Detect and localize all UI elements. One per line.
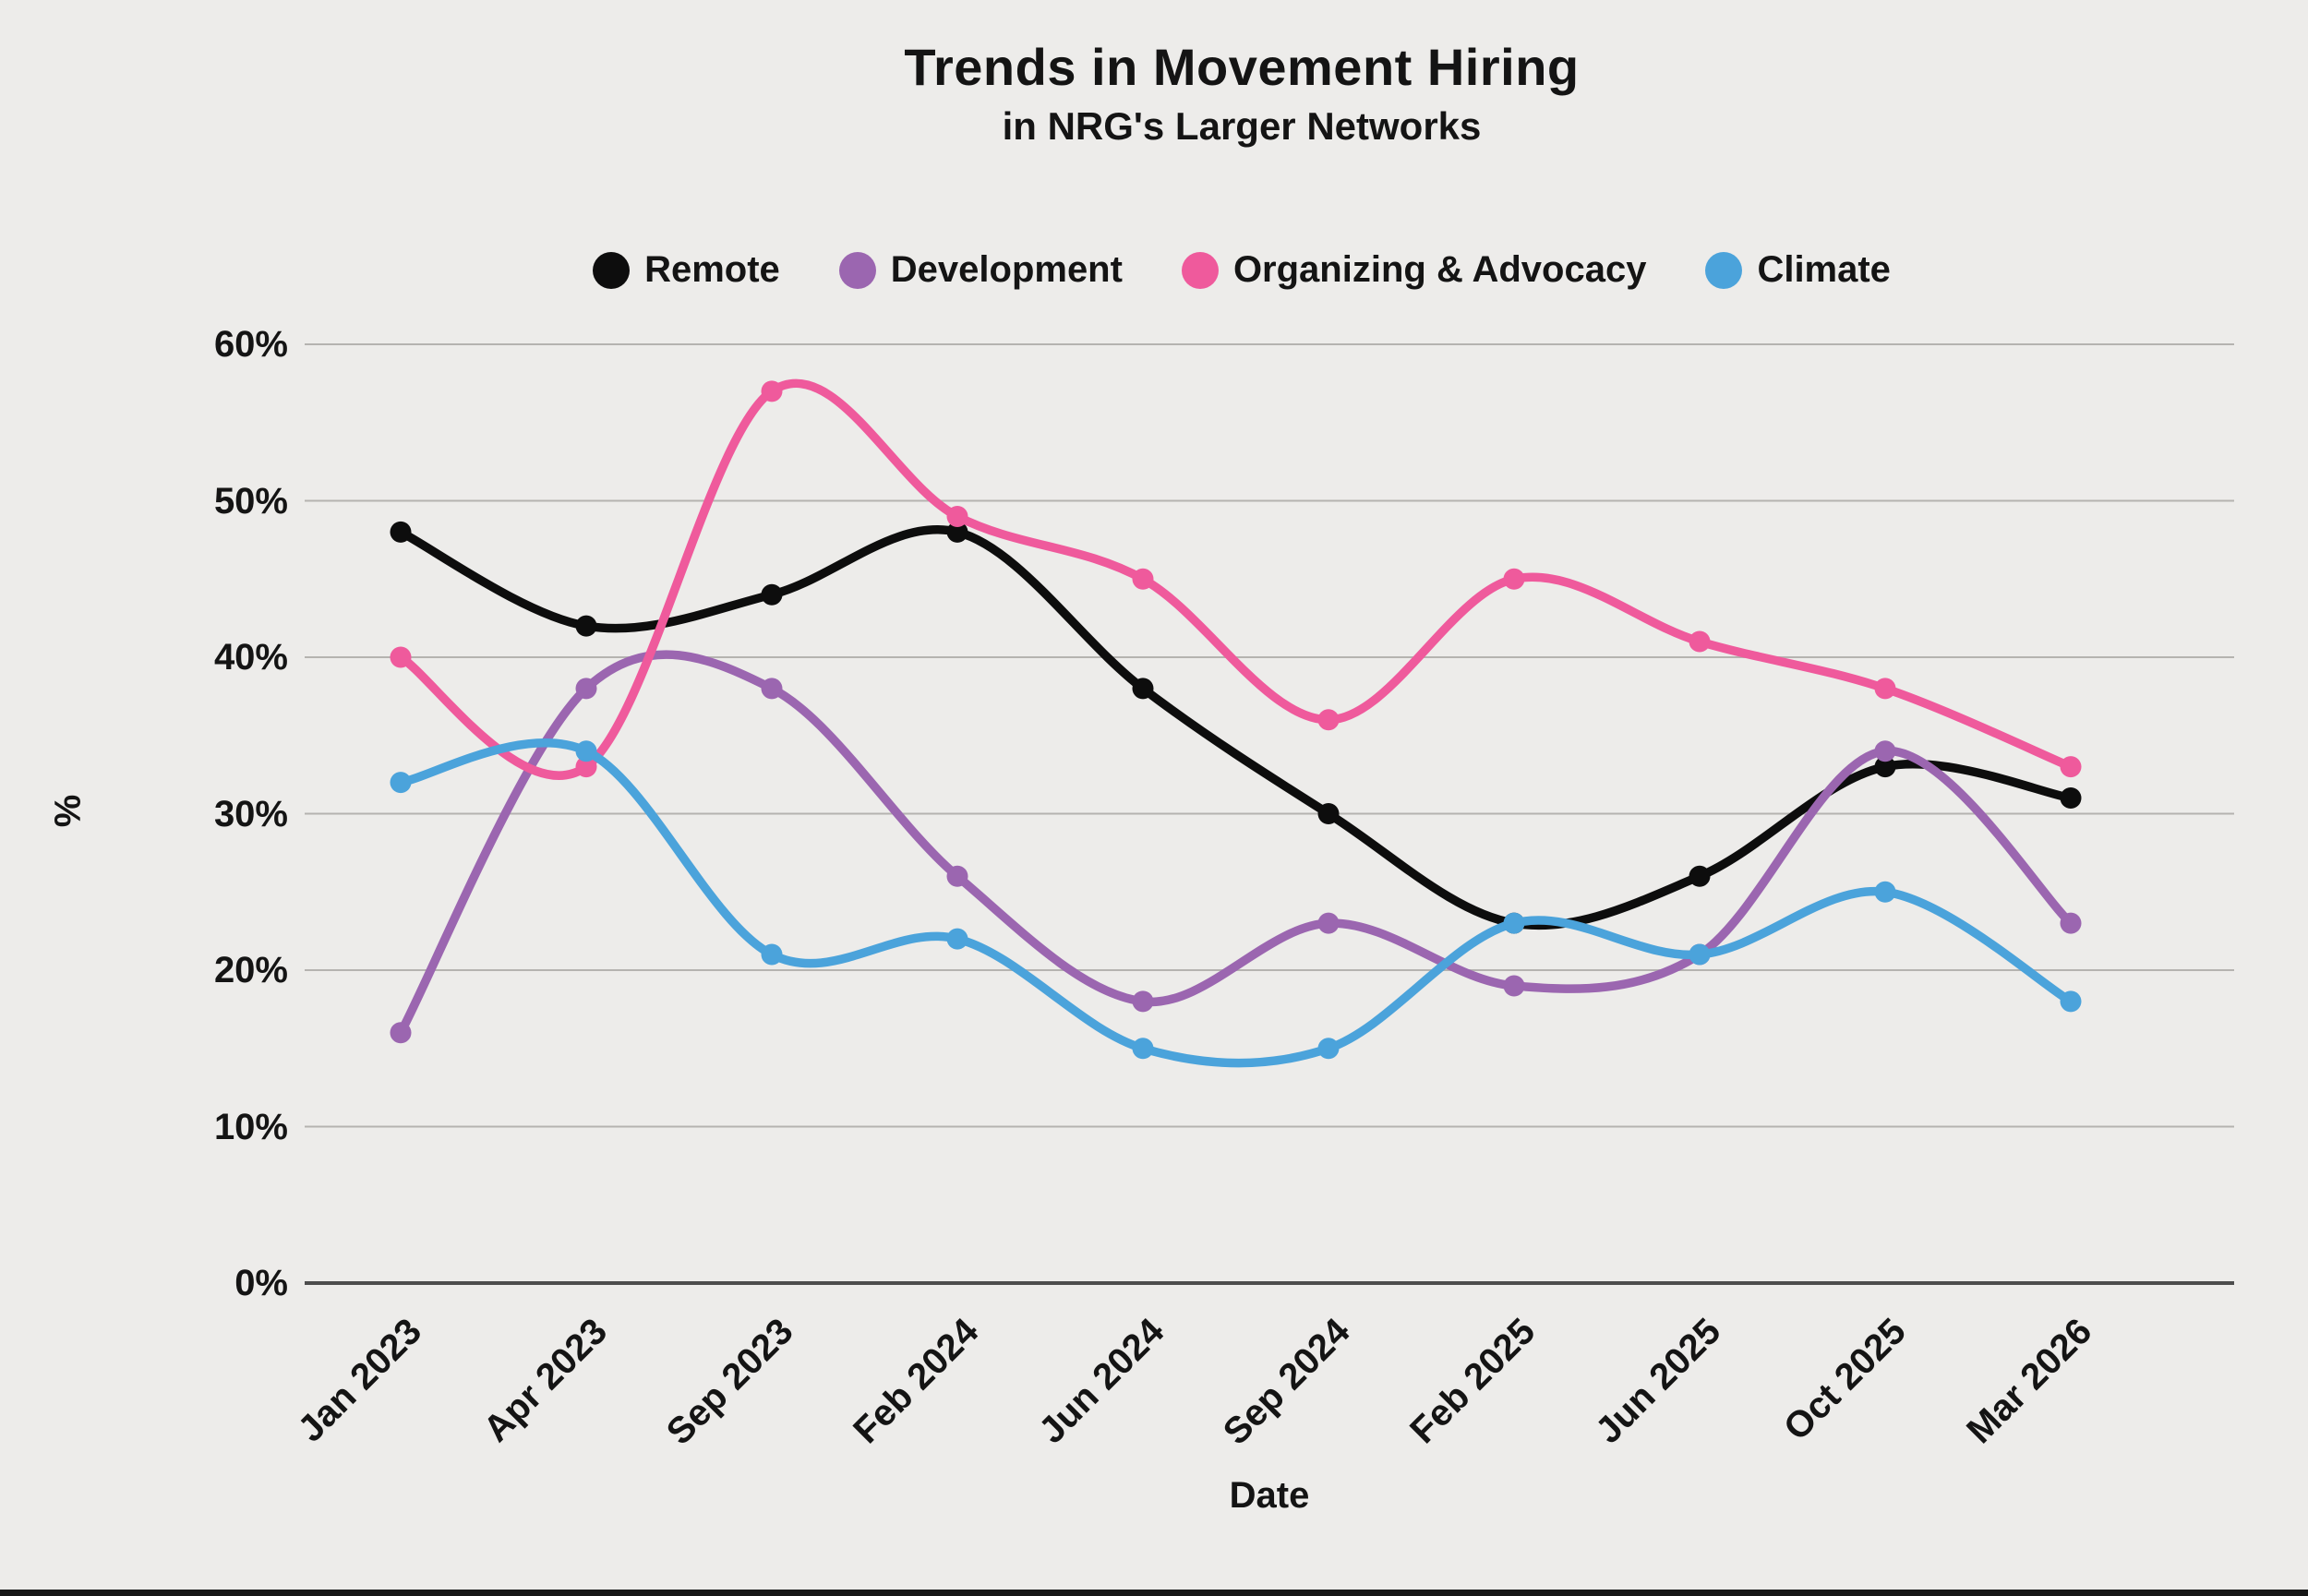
legend-item-development[interactable]: Development bbox=[838, 249, 1123, 291]
data-point-climate bbox=[575, 740, 597, 762]
data-point-climate bbox=[1689, 943, 1711, 966]
data-point-development bbox=[1317, 912, 1340, 934]
legend-item-organizing-advocacy[interactable]: Organizing & Advocacy bbox=[1181, 249, 1647, 291]
legend-swatch-remote bbox=[593, 251, 631, 289]
data-point-remote bbox=[575, 615, 597, 637]
data-point-climate bbox=[946, 928, 968, 950]
data-point-remote bbox=[1317, 803, 1340, 824]
data-point-organizing-advocacy bbox=[1689, 630, 1711, 653]
legend-item-remote[interactable]: Remote bbox=[593, 249, 780, 291]
y-tick-label: 0% bbox=[234, 1263, 288, 1303]
data-point-climate bbox=[1874, 881, 1896, 903]
data-point-climate bbox=[1317, 1038, 1340, 1060]
data-point-remote bbox=[2060, 787, 2082, 810]
legend-swatch-organizing-advocacy bbox=[1181, 251, 1219, 289]
legend-label: Remote bbox=[644, 249, 780, 290]
y-tick-label: 30% bbox=[213, 793, 288, 834]
legend-swatch-climate bbox=[1705, 251, 1743, 289]
y-tick-label: 40% bbox=[213, 637, 288, 678]
data-point-organizing-advocacy bbox=[946, 505, 968, 527]
data-point-climate bbox=[761, 943, 783, 966]
data-point-development bbox=[2060, 912, 2082, 934]
data-point-remote bbox=[1874, 756, 1896, 778]
data-point-development bbox=[1503, 975, 1525, 997]
data-point-organizing-advocacy bbox=[1874, 678, 1896, 700]
y-tick-label: 60% bbox=[213, 324, 288, 365]
data-point-remote bbox=[1132, 678, 1154, 700]
y-tick-label: 20% bbox=[213, 950, 288, 990]
legend-label: Climate bbox=[1757, 249, 1891, 290]
data-point-climate bbox=[1503, 912, 1525, 934]
data-point-organizing-advocacy bbox=[575, 756, 597, 778]
legend-item-climate[interactable]: Climate bbox=[1705, 249, 1891, 291]
y-tick-label: 10% bbox=[213, 1106, 288, 1147]
data-point-remote bbox=[761, 583, 783, 606]
series-line-climate bbox=[396, 738, 2075, 1068]
x-axis-title: Date bbox=[1229, 1475, 1310, 1516]
data-point-climate bbox=[1132, 1038, 1154, 1060]
data-point-development bbox=[1132, 990, 1154, 1013]
data-point-remote bbox=[390, 521, 412, 543]
data-point-development bbox=[575, 678, 597, 700]
data-point-remote bbox=[1689, 865, 1711, 887]
data-point-development bbox=[761, 678, 783, 700]
legend-label: Development bbox=[890, 249, 1123, 290]
y-axis-title: % bbox=[47, 794, 89, 828]
data-point-organizing-advocacy bbox=[1503, 568, 1525, 590]
legend: Remote Development Organizing & Advocacy Cl… bbox=[175, 249, 2308, 291]
legend-swatch-development bbox=[838, 251, 876, 289]
data-point-remote bbox=[946, 521, 968, 543]
y-tick-label: 50% bbox=[213, 480, 288, 522]
data-point-organizing-advocacy bbox=[761, 380, 783, 402]
bottom-border bbox=[0, 1590, 2308, 1596]
data-point-development bbox=[946, 865, 968, 887]
title-block: Trends in Movement Hiring in NRG's Large… bbox=[175, 39, 2308, 148]
legend-label: Organizing & Advocacy bbox=[1232, 249, 1647, 290]
data-point-climate bbox=[2060, 990, 2082, 1013]
series-line-remote bbox=[396, 525, 2075, 930]
chart-title: Trends in Movement Hiring bbox=[904, 38, 1580, 96]
series-line-development bbox=[396, 650, 2075, 1038]
data-point-organizing-advocacy bbox=[1132, 568, 1154, 590]
data-point-organizing-advocacy bbox=[1317, 709, 1340, 731]
data-point-climate bbox=[390, 772, 412, 794]
data-point-organizing-advocacy bbox=[390, 646, 412, 668]
data-point-development bbox=[390, 1022, 412, 1044]
data-point-development bbox=[1874, 740, 1896, 762]
data-point-organizing-advocacy bbox=[2060, 756, 2082, 778]
series-line-organizing-advocacy bbox=[396, 378, 2075, 780]
chart-subtitle: in NRG's Larger Networks bbox=[1002, 103, 1482, 148]
